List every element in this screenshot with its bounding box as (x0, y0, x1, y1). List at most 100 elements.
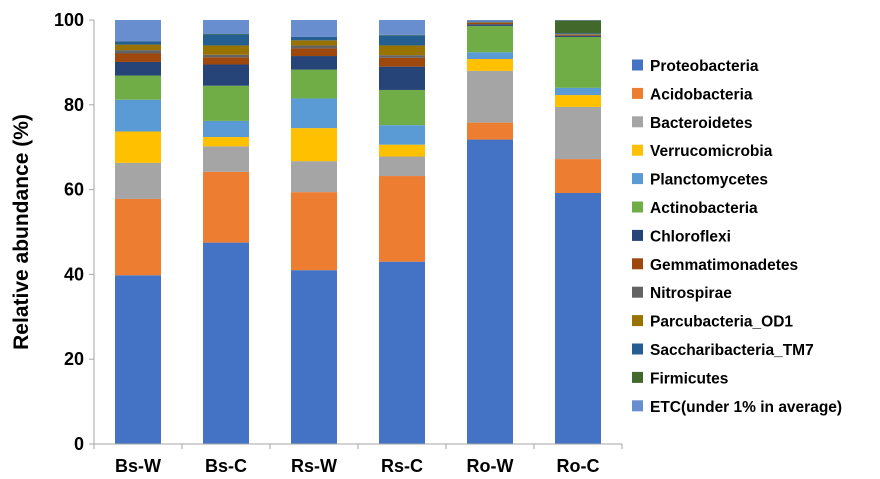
bar-segment (555, 33, 601, 34)
bar-segment (115, 44, 161, 51)
bar-segment (115, 162, 161, 199)
bar-segment (203, 171, 249, 243)
legend-swatch (632, 315, 643, 327)
legend-label: Chloroflexi (650, 228, 731, 245)
bar-segment (555, 20, 601, 34)
bar-segment (203, 20, 249, 34)
legend-label: Gemmatimonadetes (650, 257, 798, 274)
bar-segment (467, 52, 513, 60)
bar-segment (115, 50, 161, 54)
bar-segment (115, 198, 161, 276)
y-tick-label: 0 (74, 434, 84, 454)
legend-label: Proteobacteria (650, 58, 759, 75)
legend-label: Acidobacteria (650, 86, 753, 103)
y-tick-label: 100 (54, 10, 84, 30)
x-category-labels: Bs-W Bs-C Rs-W Rs-C Ro-W Ro-C (93, 444, 623, 476)
x-category-label: Rs-C (381, 456, 423, 476)
legend-swatch (632, 116, 643, 128)
legend-label: Actinobacteria (650, 200, 758, 217)
legend-swatch (632, 201, 643, 213)
bar-segment (379, 55, 425, 58)
bar-segment (203, 64, 249, 86)
bar-segment (203, 120, 249, 138)
legend-swatch (632, 343, 643, 355)
y-axis-title: Relative abundance (%) (10, 114, 33, 350)
bar-segment (379, 176, 425, 262)
y-tick-labels: 0 20 40 60 80 100 (54, 10, 94, 454)
y-tick-label: 80 (64, 95, 84, 115)
bar-segment (379, 20, 425, 35)
bar-segment (291, 48, 337, 57)
legend-swatch (632, 87, 643, 99)
bar-segment (291, 69, 337, 99)
bar-segment (379, 125, 425, 145)
x-category-label: Bs-C (205, 456, 247, 476)
y-tick-label: 60 (64, 180, 84, 200)
bar-segment (203, 34, 249, 46)
legend-swatch (632, 144, 643, 156)
bar-segment (555, 192, 601, 444)
bar-segment (115, 53, 161, 62)
bar-segment (379, 156, 425, 177)
bar-segment (467, 122, 513, 140)
bar-segment (291, 56, 337, 70)
bar-segment (203, 45, 249, 55)
legend-swatch (632, 173, 643, 185)
x-category-label: Rs-W (291, 456, 337, 476)
legend-label: Planctomycetes (650, 172, 768, 189)
bar-segment (467, 25, 513, 53)
bar-segment (291, 40, 337, 46)
bar-segment (379, 66, 425, 90)
legend-swatch (632, 400, 643, 412)
bar-segment (555, 95, 601, 107)
bar-segment (115, 131, 161, 163)
bar-segment (291, 161, 337, 193)
bar-segment (115, 20, 161, 42)
bar-segment (203, 54, 249, 58)
legend-swatch (632, 371, 643, 383)
y-tick-label: 20 (64, 349, 84, 369)
legend-label: Firmicutes (650, 370, 728, 387)
legend-label: Parcubacteria_OD1 (650, 314, 793, 331)
x-category-label: Bs-W (115, 456, 161, 476)
bars-group (115, 20, 601, 444)
bar-segment (291, 192, 337, 271)
legend-label: Nitrospirae (650, 285, 732, 302)
legend-swatch (632, 258, 643, 270)
x-category-label: Ro-W (467, 456, 514, 476)
bar-segment (555, 35, 601, 37)
legend-label: ETC(under 1% in average) (650, 399, 842, 416)
legend-swatch (632, 229, 643, 241)
bar-segment (467, 59, 513, 71)
axes-group (93, 20, 622, 445)
bar-segment (203, 57, 249, 65)
bar-segment (203, 242, 249, 444)
bar-segment (379, 35, 425, 46)
bar-segment (379, 57, 425, 67)
bar-segment (467, 21, 513, 23)
bar-segment (291, 98, 337, 129)
legend-label: Saccharibacteria_TM7 (650, 342, 814, 359)
legend-label: Verrucomicrobia (650, 143, 773, 160)
bar-segment (555, 34, 601, 36)
bar-segment (555, 87, 601, 96)
bar-segment (203, 85, 249, 121)
bar-segment (379, 144, 425, 157)
bar-segment (115, 75, 161, 100)
bar-segment (115, 41, 161, 45)
bar-segment (291, 270, 337, 444)
bar-segment (467, 70, 513, 123)
legend-swatch (632, 59, 643, 71)
bar-segment (555, 106, 601, 160)
y-tick-label: 40 (64, 264, 84, 284)
bar-segment (467, 22, 513, 25)
x-category-label: Ro-C (557, 456, 600, 476)
bar-segment (291, 128, 337, 162)
bar-segment (115, 99, 161, 132)
bar-segment (203, 137, 249, 147)
legend: Proteobacteria Acidobacteria Bacteroidetes… (632, 58, 842, 416)
legend-label: Bacteroidetes (650, 115, 753, 132)
bar-segment (379, 45, 425, 56)
bar-segment (291, 36, 337, 41)
